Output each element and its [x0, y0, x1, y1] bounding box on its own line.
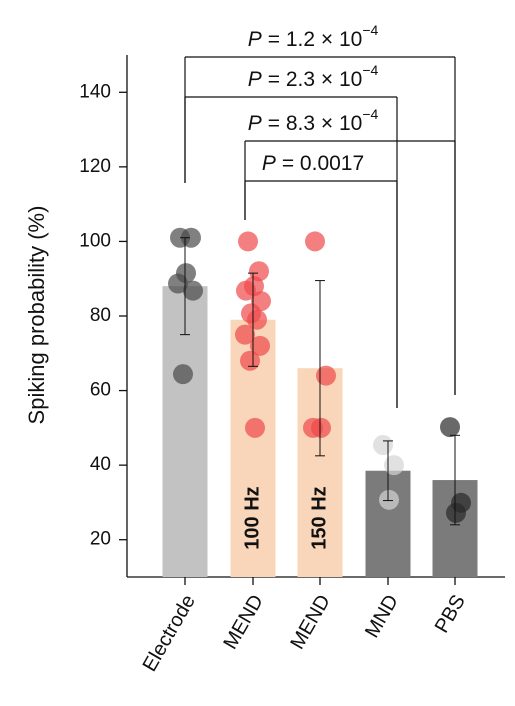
x-tick-label: PBS [431, 591, 470, 637]
p-value: P = 0.0017 [262, 152, 364, 175]
y-tick-label: 80 [90, 305, 111, 326]
data-point [183, 280, 203, 301]
error-bar [450, 434, 460, 526]
data-point [379, 489, 399, 510]
p-text: = 2.3 × 10 [268, 68, 363, 91]
error-bar [383, 440, 393, 502]
p-symbol: P [248, 112, 262, 135]
y-axis-label: Spiking probability (%) [24, 206, 49, 425]
data-point [168, 273, 188, 294]
p-symbol: P [248, 68, 262, 91]
error-bar [315, 280, 325, 457]
data-point [384, 455, 404, 476]
x-tick-label: MND [361, 591, 403, 641]
y-tick-label: 140 [79, 81, 111, 102]
p-text: = 1.2 × 10 [268, 28, 363, 51]
y-tick-label: 100 [79, 230, 111, 251]
data-point [181, 227, 201, 248]
data-point [305, 231, 325, 252]
y-tick-label: 60 [90, 380, 111, 401]
bar-label: 100 Hz [241, 486, 263, 549]
y-tick-label: 120 [79, 156, 111, 177]
data-point [316, 365, 336, 386]
p-symbol: P [248, 28, 262, 51]
data-point [373, 435, 393, 456]
x-tick-label: MEND [286, 591, 334, 653]
bar-label: 150 Hz [308, 486, 330, 549]
p-exponent: −4 [362, 22, 378, 38]
data-point [235, 324, 255, 345]
p-text: = 0.0017 [282, 152, 364, 175]
y-tick-label: 20 [90, 529, 111, 550]
p-value: P = 1.2 × 10−4 [248, 22, 379, 51]
p-value: P = 8.3 × 10−4 [248, 106, 379, 135]
y-tick-label: 40 [90, 454, 111, 475]
data-point [173, 364, 193, 385]
data-point [240, 350, 260, 371]
error-bar [180, 237, 190, 336]
data-point [446, 502, 466, 523]
p-value: P = 2.3 × 10−4 [248, 62, 379, 91]
data-point [245, 417, 265, 438]
data-point [236, 280, 256, 301]
data-point [303, 417, 323, 438]
data-point [250, 335, 270, 356]
data-point [247, 309, 267, 330]
p-exponent: −4 [362, 106, 378, 122]
p-text: = 8.3 × 10 [268, 112, 363, 135]
x-tick-label: MEND [219, 591, 267, 653]
p-exponent: −4 [362, 62, 378, 78]
data-point [238, 231, 258, 252]
data-point [440, 417, 460, 438]
error-bar [248, 272, 258, 367]
p-symbol: P [262, 152, 276, 175]
x-tick-label: Electrode [139, 591, 200, 675]
